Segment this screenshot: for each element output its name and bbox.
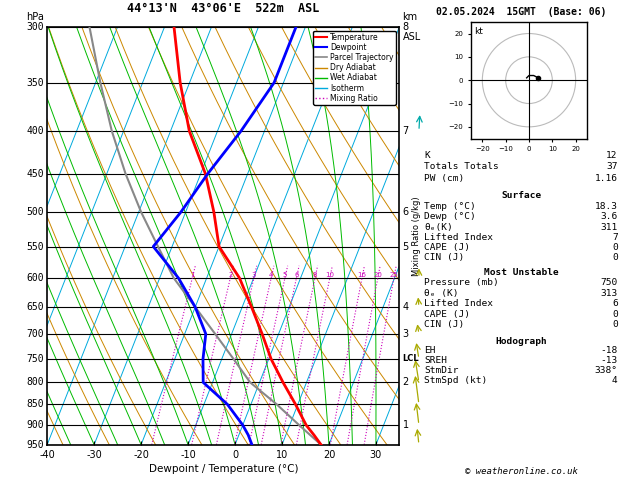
Text: 16: 16	[357, 272, 367, 278]
Text: 350: 350	[26, 78, 44, 87]
Text: 10: 10	[325, 272, 334, 278]
Text: 3: 3	[403, 329, 409, 339]
Text: 950: 950	[26, 440, 44, 450]
Text: 400: 400	[26, 126, 44, 136]
Text: Surface: Surface	[501, 191, 541, 200]
Text: 12: 12	[606, 151, 618, 159]
Text: 6: 6	[403, 207, 409, 217]
Text: Pressure (mb): Pressure (mb)	[425, 278, 499, 287]
Text: 700: 700	[26, 329, 44, 339]
Text: 2: 2	[228, 272, 233, 278]
Text: Most Unstable: Most Unstable	[484, 268, 559, 277]
Text: PW (cm): PW (cm)	[425, 174, 465, 183]
Text: -18: -18	[601, 347, 618, 355]
Text: LCL: LCL	[403, 354, 419, 364]
Text: Temp (°C): Temp (°C)	[425, 202, 476, 211]
Text: θₑ (K): θₑ (K)	[425, 289, 459, 297]
Text: 0: 0	[612, 253, 618, 262]
Text: 3.6: 3.6	[601, 212, 618, 222]
Text: hPa: hPa	[26, 12, 44, 22]
Text: 1: 1	[190, 272, 194, 278]
Text: StmDir: StmDir	[425, 366, 459, 375]
Text: 20: 20	[374, 272, 382, 278]
Text: K: K	[425, 151, 430, 159]
Text: 0: 0	[612, 243, 618, 252]
Text: 750: 750	[601, 278, 618, 287]
Text: -13: -13	[601, 356, 618, 365]
Text: 650: 650	[26, 302, 44, 312]
Text: km: km	[403, 12, 418, 22]
Text: 800: 800	[26, 377, 44, 387]
Text: 2: 2	[403, 377, 409, 387]
Text: θₑ(K): θₑ(K)	[425, 223, 454, 231]
Text: ASL: ASL	[403, 32, 421, 42]
Text: 338°: 338°	[595, 366, 618, 375]
Text: 8: 8	[313, 272, 317, 278]
Text: 18.3: 18.3	[595, 202, 618, 211]
Text: 02.05.2024  15GMT  (Base: 06): 02.05.2024 15GMT (Base: 06)	[436, 7, 606, 17]
Text: 900: 900	[26, 420, 44, 430]
Text: 0: 0	[612, 310, 618, 318]
Text: 600: 600	[26, 273, 44, 283]
Text: 500: 500	[26, 207, 44, 217]
Text: 4: 4	[403, 302, 409, 312]
Text: 5: 5	[283, 272, 287, 278]
Text: 450: 450	[26, 169, 44, 179]
Text: 0: 0	[612, 320, 618, 329]
Text: CAPE (J): CAPE (J)	[425, 310, 470, 318]
Text: Hodograph: Hodograph	[495, 337, 547, 346]
Text: 313: 313	[601, 289, 618, 297]
Text: 6: 6	[612, 299, 618, 308]
Text: 550: 550	[26, 242, 44, 252]
Text: 7: 7	[403, 126, 409, 136]
Text: CIN (J): CIN (J)	[425, 253, 465, 262]
Text: CIN (J): CIN (J)	[425, 320, 465, 329]
X-axis label: Dewpoint / Temperature (°C): Dewpoint / Temperature (°C)	[148, 464, 298, 474]
Text: Totals Totals: Totals Totals	[425, 162, 499, 172]
Text: Mixing Ratio (g/kg): Mixing Ratio (g/kg)	[412, 196, 421, 276]
Text: CAPE (J): CAPE (J)	[425, 243, 470, 252]
Text: © weatheronline.co.uk: © weatheronline.co.uk	[465, 467, 577, 476]
Text: 37: 37	[606, 162, 618, 172]
Text: SREH: SREH	[425, 356, 447, 365]
Text: StmSpd (kt): StmSpd (kt)	[425, 376, 487, 384]
Text: 4: 4	[612, 376, 618, 384]
Text: 5: 5	[403, 242, 409, 252]
Text: 3: 3	[252, 272, 256, 278]
Text: Dewp (°C): Dewp (°C)	[425, 212, 476, 222]
Text: Lifted Index: Lifted Index	[425, 233, 494, 242]
Text: 311: 311	[601, 223, 618, 231]
Text: Lifted Index: Lifted Index	[425, 299, 494, 308]
Text: 750: 750	[26, 354, 44, 364]
Text: 4: 4	[269, 272, 274, 278]
Text: 44°13'N  43°06'E  522m  ASL: 44°13'N 43°06'E 522m ASL	[127, 1, 320, 15]
Text: 25: 25	[389, 272, 398, 278]
Legend: Temperature, Dewpoint, Parcel Trajectory, Dry Adiabat, Wet Adiabat, Isotherm, Mi: Temperature, Dewpoint, Parcel Trajectory…	[313, 31, 396, 105]
Text: 300: 300	[26, 22, 44, 32]
Text: 7: 7	[612, 233, 618, 242]
Text: 1.16: 1.16	[595, 174, 618, 183]
Text: 850: 850	[26, 399, 44, 409]
Text: 6: 6	[294, 272, 299, 278]
Text: 1: 1	[403, 420, 409, 430]
Text: 8: 8	[403, 22, 409, 32]
Text: EH: EH	[425, 347, 436, 355]
Text: kt: kt	[474, 27, 483, 35]
